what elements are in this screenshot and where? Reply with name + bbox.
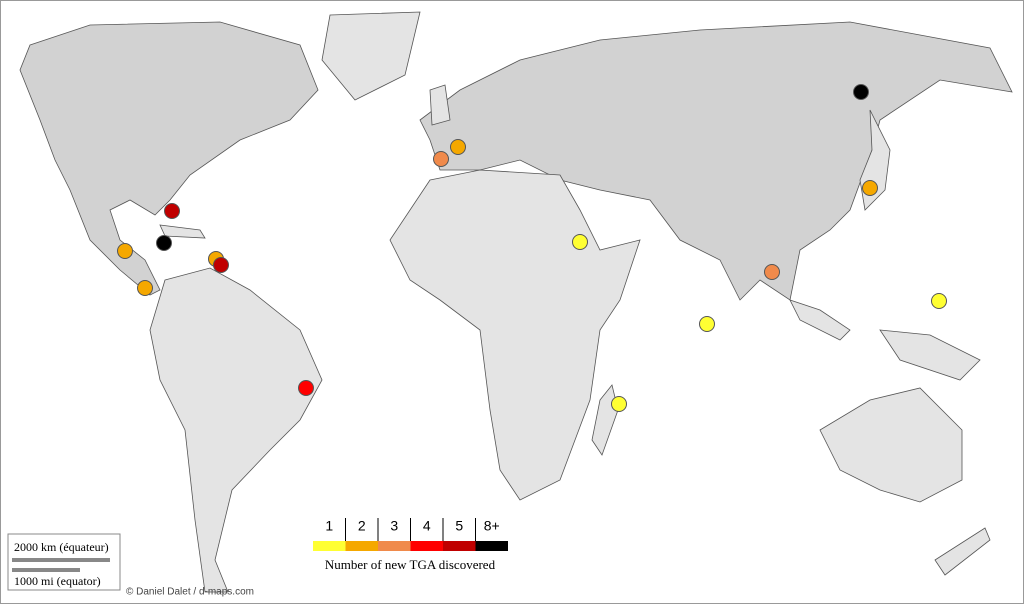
credit: © Daniel Dalet / d-maps.com	[126, 587, 254, 598]
legend-swatch	[313, 541, 346, 551]
location-dot	[572, 234, 588, 250]
scale-km: 2000 km (équateur)	[14, 540, 109, 554]
legend-swatch	[410, 541, 443, 551]
legend-swatch	[475, 541, 508, 551]
location-dot	[611, 396, 627, 412]
location-dot	[699, 316, 715, 332]
location-dot	[853, 84, 869, 100]
scale	[7, 533, 121, 591]
legend-title: Number of new TGA discovered	[325, 557, 496, 572]
legend-label: 1	[325, 518, 333, 534]
location-dot	[156, 235, 172, 251]
location-dot	[450, 139, 466, 155]
location-dot	[213, 257, 229, 273]
location-dot	[117, 243, 133, 259]
legend-swatch	[443, 541, 476, 551]
location-dot	[298, 380, 314, 396]
location-dot	[433, 151, 449, 167]
legend-swatch	[345, 541, 378, 551]
legend-label: 3	[390, 518, 398, 534]
legend: 1 2 3 4 5 8+	[313, 518, 508, 551]
location-dot	[137, 280, 153, 296]
legend-label: 8+	[484, 518, 500, 534]
scale-mi: 1000 mi (equator)	[14, 574, 101, 588]
legend-label: 5	[455, 518, 463, 534]
legend-swatch	[378, 541, 411, 551]
location-dot	[764, 264, 780, 280]
location-dot	[862, 180, 878, 196]
legend-label: 2	[358, 518, 366, 534]
legend-label: 4	[423, 518, 431, 534]
location-dot	[931, 293, 947, 309]
location-dot	[164, 203, 180, 219]
